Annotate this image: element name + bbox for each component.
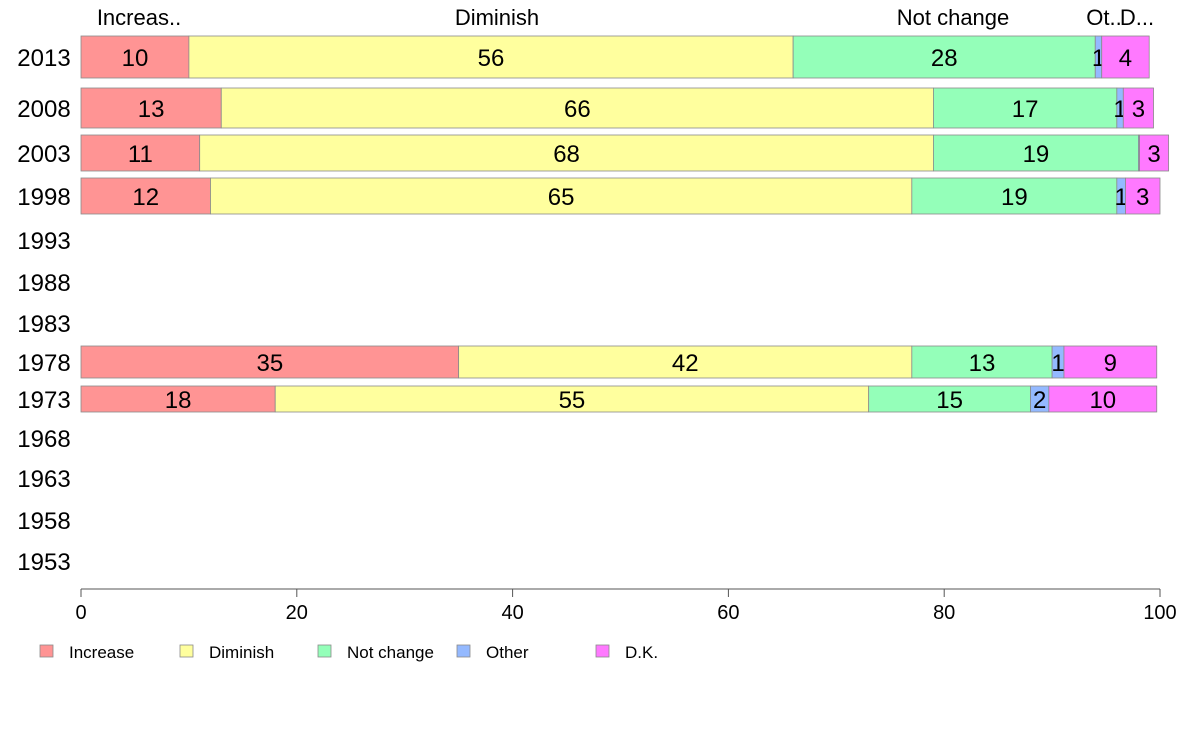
data-label: 19	[1023, 141, 1050, 168]
data-label: 13	[138, 96, 165, 123]
data-label: 19	[1001, 184, 1028, 211]
data-label: 3	[1136, 184, 1149, 211]
legend-swatch	[179, 644, 194, 658]
data-label: 11	[128, 141, 153, 168]
year-label: 1973	[17, 387, 70, 414]
bar-segment-not-change	[933, 87, 1118, 129]
year-label: 1958	[17, 508, 70, 535]
bar-segment-diminish	[274, 385, 870, 413]
data-label: 3	[1132, 96, 1145, 123]
top-category-label: D...	[1120, 5, 1154, 30]
bar-segment-d-k-	[1122, 87, 1154, 129]
top-category-label: Increas..	[97, 5, 181, 30]
year-label: 1983	[17, 311, 70, 338]
year-label: 1953	[17, 549, 70, 576]
year-label: 1993	[17, 228, 70, 255]
data-label: 12	[132, 184, 159, 211]
data-label: 10	[1089, 387, 1116, 414]
data-label: 13	[969, 350, 996, 377]
top-category-label: Not change	[897, 5, 1010, 30]
x-tick-label: 20	[286, 602, 308, 624]
data-label: 18	[165, 387, 192, 414]
top-category-label: Diminish	[455, 5, 539, 30]
bar-segment-d-k-	[1048, 385, 1158, 413]
bar-segment-diminish	[458, 345, 913, 379]
year-label: 1963	[17, 466, 70, 493]
data-label: 55	[559, 387, 586, 414]
data-label: 4	[1119, 45, 1132, 72]
year-label: 2013	[17, 45, 70, 72]
data-label: 1	[1114, 184, 1127, 211]
bar-segment-d-k-	[1101, 35, 1150, 79]
data-label: 2	[1033, 387, 1046, 414]
bar-segment-increase	[80, 385, 276, 413]
year-label: 2003	[17, 141, 70, 168]
bar-segment-not-change	[792, 35, 1096, 79]
data-label: 66	[564, 96, 591, 123]
data-label: 10	[122, 45, 149, 72]
year-label: 1978	[17, 350, 70, 377]
data-label: 35	[256, 350, 283, 377]
x-tick-label: 60	[717, 602, 739, 624]
year-label: 1968	[17, 426, 70, 453]
legend-swatch	[595, 644, 610, 658]
legend-swatch	[456, 644, 471, 658]
data-label: 1	[1051, 350, 1064, 377]
bar-segment-diminish	[220, 87, 934, 129]
top-category-label: Ot..	[1086, 5, 1121, 30]
bar-segment-d-k-	[1139, 134, 1170, 172]
data-label: 65	[548, 184, 575, 211]
legend-label: Increase	[69, 643, 134, 662]
bar-segment-increase	[80, 177, 211, 215]
bar-segment-d-k-	[1125, 177, 1161, 215]
data-label: 28	[931, 45, 958, 72]
year-label: 2008	[17, 96, 70, 123]
bar-segment-not-change	[911, 345, 1053, 379]
bar-segment-diminish	[188, 35, 794, 79]
legend-label: Diminish	[209, 643, 274, 662]
bar-segment-not-change	[933, 134, 1139, 172]
bar-segment-increase	[80, 87, 222, 129]
year-label: 1988	[17, 270, 70, 297]
x-tick-label: 80	[933, 602, 955, 624]
bar-segment-increase	[80, 345, 460, 379]
x-tick-label: 0	[75, 602, 86, 624]
data-label: 9	[1104, 350, 1117, 377]
legend-label: Other	[486, 643, 529, 662]
data-label: 68	[553, 141, 580, 168]
data-label: 17	[1012, 96, 1039, 123]
legend-label: D.K.	[625, 643, 658, 662]
data-label: 56	[478, 45, 505, 72]
legend-swatch	[39, 644, 54, 658]
data-label: 15	[936, 387, 963, 414]
x-tick-label: 40	[501, 602, 523, 624]
legend-swatch	[317, 644, 332, 658]
data-label: 42	[672, 350, 699, 377]
bar-segment-not-change	[868, 385, 1031, 413]
bar-segment-d-k-	[1063, 345, 1158, 379]
data-label: 3	[1147, 141, 1160, 168]
bar-segment-increase	[80, 35, 190, 79]
bar-segment-diminish	[199, 134, 934, 172]
year-label: 1998	[17, 184, 70, 211]
legend-label: Not change	[347, 643, 434, 662]
x-tick-label: 100	[1143, 602, 1176, 624]
